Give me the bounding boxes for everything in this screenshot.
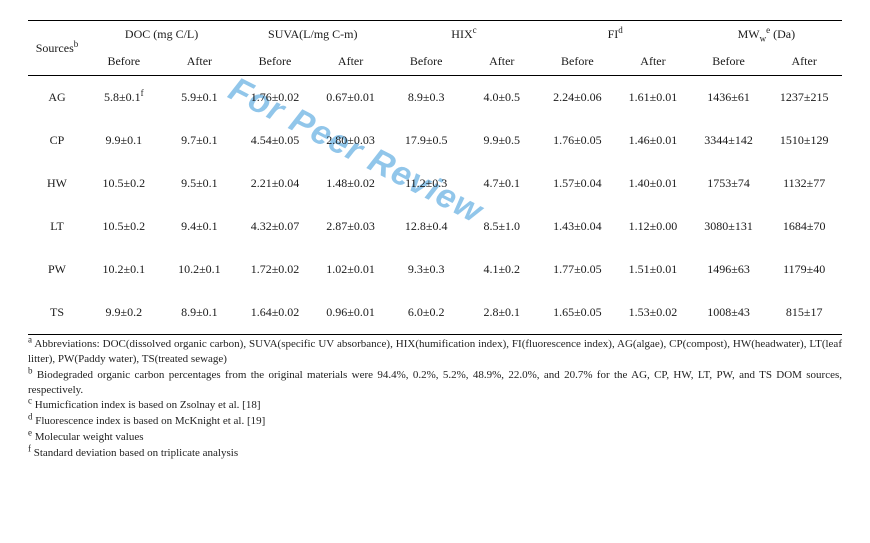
- cell: 3080±131: [691, 205, 767, 248]
- cell: 1.40±0.01: [615, 162, 691, 205]
- table-row: HW10.5±0.29.5±0.12.21±0.041.48±0.0211.2±…: [28, 162, 842, 205]
- cell: 1510±129: [766, 119, 842, 162]
- column-sub-4-1: After: [766, 47, 842, 76]
- cell: 2.80±0.03: [313, 119, 389, 162]
- table-row: AG5.8±0.1f5.9±0.11.76±0.020.67±0.018.9±0…: [28, 76, 842, 120]
- cell: 9.3±0.3: [388, 248, 464, 291]
- column-sub-3-0: Before: [540, 47, 616, 76]
- data-table-container: SourcesbDOC (mg C/L)SUVA(L/mg C-m)HIXcFI…: [28, 20, 842, 335]
- row-source: AG: [28, 76, 86, 120]
- table-row: CP9.9±0.19.7±0.14.54±0.052.80±0.0317.9±0…: [28, 119, 842, 162]
- footnote-f: f Standard deviation based on triplicate…: [28, 446, 842, 461]
- column-group-2: HIXc: [388, 21, 539, 48]
- cell: 1237±215: [766, 76, 842, 120]
- cell: 9.9±0.2: [86, 291, 162, 335]
- cell: 1684±70: [766, 205, 842, 248]
- cell: 1.64±0.02: [237, 291, 313, 335]
- column-sub-1-0: Before: [237, 47, 313, 76]
- cell: 9.7±0.1: [162, 119, 238, 162]
- cell: 8.9±0.1: [162, 291, 238, 335]
- footnote-b: b Biodegraded organic carbon percentages…: [28, 368, 842, 398]
- cell: 4.1±0.2: [464, 248, 540, 291]
- cell: 8.5±1.0: [464, 205, 540, 248]
- column-header-sources: Sourcesb: [28, 21, 86, 76]
- cell: 1.61±0.01: [615, 76, 691, 120]
- cell: 1.76±0.05: [540, 119, 616, 162]
- cell: 1179±40: [766, 248, 842, 291]
- column-sub-0-1: After: [162, 47, 238, 76]
- cell: 9.9±0.1: [86, 119, 162, 162]
- cell: 1496±63: [691, 248, 767, 291]
- cell: 1.46±0.01: [615, 119, 691, 162]
- cell: 1.65±0.05: [540, 291, 616, 335]
- column-sub-1-1: After: [313, 47, 389, 76]
- cell: 0.96±0.01: [313, 291, 389, 335]
- cell: 2.21±0.04: [237, 162, 313, 205]
- cell: 9.5±0.1: [162, 162, 238, 205]
- table-row: PW10.2±0.110.2±0.11.72±0.021.02±0.019.3±…: [28, 248, 842, 291]
- row-source: TS: [28, 291, 86, 335]
- row-source: PW: [28, 248, 86, 291]
- cell: 12.8±0.4: [388, 205, 464, 248]
- cell: 10.2±0.1: [86, 248, 162, 291]
- row-source: HW: [28, 162, 86, 205]
- cell: 1436±61: [691, 76, 767, 120]
- footnote-a: a Abbreviations: DOC(dissolved organic c…: [28, 337, 842, 367]
- cell: 3344±142: [691, 119, 767, 162]
- column-group-3: FId: [540, 21, 691, 48]
- cell: 2.87±0.03: [313, 205, 389, 248]
- cell: 6.0±0.2: [388, 291, 464, 335]
- column-sub-2-0: Before: [388, 47, 464, 76]
- column-sub-4-0: Before: [691, 47, 767, 76]
- cell: 1.48±0.02: [313, 162, 389, 205]
- cell: 11.2±0.3: [388, 162, 464, 205]
- cell: 1.12±0.00: [615, 205, 691, 248]
- cell: 1.53±0.02: [615, 291, 691, 335]
- sources-label: Sources: [36, 41, 74, 55]
- footnotes: a Abbreviations: DOC(dissolved organic c…: [28, 337, 842, 461]
- cell: 4.7±0.1: [464, 162, 540, 205]
- cell: 1.43±0.04: [540, 205, 616, 248]
- cell: 2.8±0.1: [464, 291, 540, 335]
- footnote-e: e Molecular weight values: [28, 430, 842, 445]
- cell: 9.9±0.5: [464, 119, 540, 162]
- cell: 1008±43: [691, 291, 767, 335]
- column-group-4: MWwe (Da): [691, 21, 842, 48]
- cell: 1.57±0.04: [540, 162, 616, 205]
- cell: 1132±77: [766, 162, 842, 205]
- data-table: SourcesbDOC (mg C/L)SUVA(L/mg C-m)HIXcFI…: [28, 20, 842, 335]
- cell: 4.0±0.5: [464, 76, 540, 120]
- cell: 8.9±0.3: [388, 76, 464, 120]
- cell: 5.9±0.1: [162, 76, 238, 120]
- row-source: CP: [28, 119, 86, 162]
- cell: 1.51±0.01: [615, 248, 691, 291]
- cell: 4.54±0.05: [237, 119, 313, 162]
- column-group-1: SUVA(L/mg C-m): [237, 21, 388, 48]
- cell: 17.9±0.5: [388, 119, 464, 162]
- cell: 0.67±0.01: [313, 76, 389, 120]
- table-row: LT10.5±0.29.4±0.14.32±0.072.87±0.0312.8±…: [28, 205, 842, 248]
- table-row: TS9.9±0.28.9±0.11.64±0.020.96±0.016.0±0.…: [28, 291, 842, 335]
- cell: 1.72±0.02: [237, 248, 313, 291]
- footnote-c: c Humicfication index is based on Zsolna…: [28, 398, 842, 413]
- cell: 815±17: [766, 291, 842, 335]
- cell: 1.77±0.05: [540, 248, 616, 291]
- column-group-0: DOC (mg C/L): [86, 21, 237, 48]
- cell: 1.76±0.02: [237, 76, 313, 120]
- cell: 5.8±0.1f: [86, 76, 162, 120]
- column-sub-2-1: After: [464, 47, 540, 76]
- cell: 2.24±0.06: [540, 76, 616, 120]
- row-source: LT: [28, 205, 86, 248]
- cell: 4.32±0.07: [237, 205, 313, 248]
- cell: 9.4±0.1: [162, 205, 238, 248]
- cell: 1.02±0.01: [313, 248, 389, 291]
- footnote-d: d Fluorescence index is based on McKnigh…: [28, 414, 842, 429]
- column-sub-0-0: Before: [86, 47, 162, 76]
- cell: 10.5±0.2: [86, 205, 162, 248]
- cell: 10.2±0.1: [162, 248, 238, 291]
- cell: 1753±74: [691, 162, 767, 205]
- cell: 10.5±0.2: [86, 162, 162, 205]
- column-sub-3-1: After: [615, 47, 691, 76]
